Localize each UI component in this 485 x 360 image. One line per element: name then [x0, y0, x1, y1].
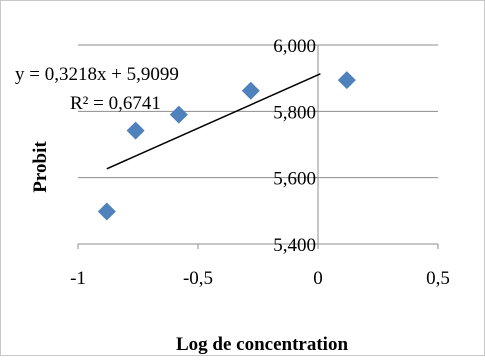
x-tick-label: 0,5 [426, 268, 450, 289]
data-point [169, 105, 188, 124]
data-point [126, 121, 145, 140]
trendline-equation: y = 0,3218x + 5,9099 [15, 64, 179, 85]
trendline-group [106, 73, 321, 170]
data-point [337, 71, 356, 90]
trendline [106, 73, 321, 170]
y-axis-title: Probit [30, 141, 51, 193]
data-point [97, 202, 116, 221]
x-axis-title: Log de concentration [176, 334, 348, 355]
data-points [97, 71, 356, 221]
scatter-chart: 5,400 5,600 5,800 6,000 -1 -0,5 0 0,5 y = 0,321… [15, 36, 450, 355]
x-tick-label: 0 [313, 268, 323, 289]
data-point [241, 81, 260, 100]
axes [77, 44, 439, 249]
gridlines [78, 44, 438, 245]
y-tick-label: 6,000 [273, 36, 316, 57]
r-squared-label: R² = 0,6741 [70, 93, 161, 114]
x-tick-label: -1 [70, 268, 86, 289]
y-tick-label: 5,600 [273, 169, 316, 190]
y-tick-label: 5,800 [273, 102, 316, 123]
x-tick-label: -0,5 [183, 268, 213, 289]
y-tick-label: 5,400 [273, 235, 316, 256]
tick-labels: 5,400 5,600 5,800 6,000 -1 -0,5 0 0,5 [70, 36, 450, 289]
